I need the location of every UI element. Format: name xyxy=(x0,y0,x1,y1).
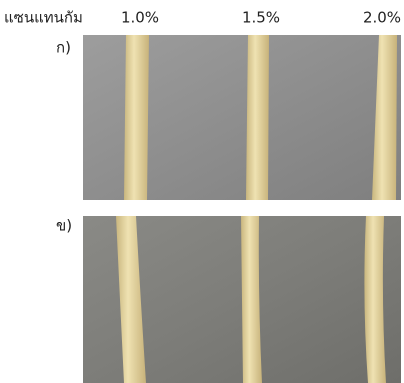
concentration-label: 1.5% xyxy=(242,9,280,27)
header-label: แซนแทนกัม xyxy=(4,9,83,27)
photo-bottom xyxy=(83,216,401,383)
strip xyxy=(364,216,386,383)
strip xyxy=(124,35,149,200)
photo-top xyxy=(83,35,401,200)
concentration-label: 2.0% xyxy=(363,9,401,27)
concentration-label: 1.0% xyxy=(121,9,159,27)
figure: แซนแทนกัม 1.0% 1.5% 2.0% ก) ข) xyxy=(0,0,404,383)
panel-label: ข) xyxy=(56,217,72,235)
strip xyxy=(246,35,269,200)
panel-label: ก) xyxy=(56,39,71,57)
